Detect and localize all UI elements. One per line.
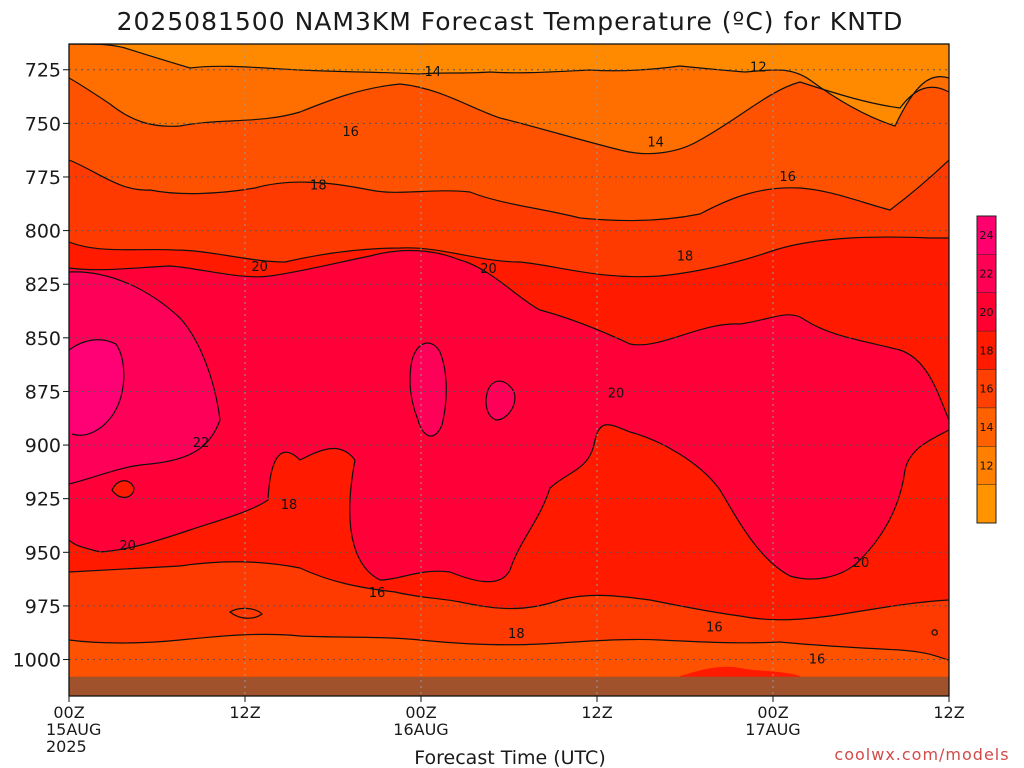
colorbar-label: 16 bbox=[980, 383, 994, 396]
contour-label: 20 bbox=[853, 556, 870, 571]
contour-label: 14 bbox=[424, 65, 441, 80]
band-20-22-blob bbox=[112, 480, 134, 498]
y-axis: 725 750 775 800 825 850 875 900 925 950 975 1000 bbox=[13, 60, 69, 672]
contour-label: 14 bbox=[647, 136, 664, 151]
plot-frame bbox=[68, 43, 950, 697]
band-22-24-mid bbox=[410, 342, 447, 437]
contour-label: 16 bbox=[369, 586, 386, 601]
colorbar-label: 18 bbox=[980, 344, 994, 357]
contour-22-left bbox=[69, 271, 221, 485]
x-tick-label: 16AUG bbox=[393, 720, 448, 739]
y-tick-label: 800 bbox=[25, 221, 61, 243]
colorbar-segment bbox=[977, 484, 996, 523]
contour-18 bbox=[69, 236, 949, 278]
y-tick-label: 750 bbox=[25, 113, 61, 135]
contour-24-left bbox=[69, 339, 125, 436]
contour-label: 20 bbox=[608, 387, 625, 402]
colorbar-label: 22 bbox=[980, 268, 994, 281]
contour-labels: 14 12 16 14 18 16 18 20 20 20 22 18 20 16 18 20 16 16 bbox=[119, 61, 869, 668]
contour-label: 18 bbox=[281, 498, 298, 513]
y-tick-label: 925 bbox=[25, 489, 61, 511]
chart-title: 2025081500 NAM3KM Forecast Temperature (… bbox=[117, 7, 904, 36]
contour-20-lower bbox=[69, 424, 949, 583]
surface-terrain bbox=[69, 676, 949, 696]
contour-label: 20 bbox=[251, 260, 268, 275]
contour-label: 16 bbox=[342, 125, 359, 140]
y-tick-label: 975 bbox=[25, 596, 61, 618]
y-tick-label: 725 bbox=[25, 60, 61, 82]
y-tick-label: 825 bbox=[25, 274, 61, 296]
contour-label: 20 bbox=[119, 539, 136, 554]
contour-16-lower bbox=[69, 633, 949, 661]
x-tick-label: 2025 bbox=[46, 737, 87, 756]
band-22-24-left bbox=[69, 271, 220, 484]
y-tick-label: 900 bbox=[25, 435, 61, 457]
contour-label: 18 bbox=[310, 179, 327, 194]
colorbar-segment bbox=[977, 331, 996, 370]
y-tick-label: 850 bbox=[25, 328, 61, 350]
colorbar-label: 20 bbox=[980, 306, 994, 319]
y-tick-label: 775 bbox=[25, 167, 61, 189]
contour-label: 16 bbox=[779, 170, 796, 185]
contour-20-upper bbox=[69, 249, 949, 421]
colorbar-label: 24 bbox=[980, 229, 994, 242]
contour-label: 16 bbox=[809, 653, 826, 668]
x-axis-label: Forecast Time (UTC) bbox=[414, 747, 605, 768]
colorbar-label: 14 bbox=[980, 421, 994, 434]
y-tick-label: 950 bbox=[25, 542, 61, 564]
x-tick-label: 00Z bbox=[757, 703, 788, 722]
credit-link[interactable]: coolwx.com/models bbox=[834, 745, 1009, 764]
contour-22-blob bbox=[111, 480, 135, 498]
band-22-24-small bbox=[486, 381, 515, 420]
colorbar-segment bbox=[977, 446, 996, 485]
colorbar-segment bbox=[977, 216, 996, 255]
contour-small-dot bbox=[931, 629, 938, 636]
x-tick-label: 00Z bbox=[53, 703, 84, 722]
colorbar-segment bbox=[977, 254, 996, 293]
x-tick-label: 12Z bbox=[933, 703, 964, 722]
contour-label: 16 bbox=[706, 620, 723, 635]
contour-14 bbox=[69, 77, 949, 155]
contour-22-mid bbox=[409, 342, 447, 437]
colorbar-label: 12 bbox=[980, 459, 994, 472]
contour-22-small bbox=[485, 380, 516, 421]
colorbar-segment bbox=[977, 407, 996, 447]
band-12-14 bbox=[69, 44, 949, 154]
contour-18-small bbox=[228, 607, 263, 619]
x-tick-label: 00Z bbox=[405, 703, 436, 722]
y-tick-label: 1000 bbox=[13, 650, 61, 672]
y-tick-label: 875 bbox=[25, 381, 61, 403]
x-tick-label: 12Z bbox=[229, 703, 260, 722]
x-tick-label: 12Z bbox=[581, 703, 612, 722]
contour-label: 22 bbox=[193, 436, 210, 451]
contour-lines bbox=[69, 44, 949, 661]
contour-label: 12 bbox=[750, 61, 767, 76]
contour-label: 20 bbox=[480, 262, 497, 277]
contour-field bbox=[69, 44, 949, 696]
contour-16 bbox=[69, 159, 949, 222]
contour-18-lower bbox=[69, 561, 949, 621]
band-lt-12 bbox=[69, 44, 949, 126]
colorbar-segment bbox=[977, 292, 996, 332]
x-tick-label: 17AUG bbox=[745, 720, 800, 739]
contour-label: 18 bbox=[508, 627, 525, 642]
colorbar-segment bbox=[977, 369, 996, 408]
x-tick-label: 15AUG bbox=[46, 720, 101, 739]
colorbar: 24 22 20 18 16 14 12 bbox=[976, 215, 997, 524]
band-gt-24 bbox=[69, 339, 124, 436]
contour-label: 18 bbox=[677, 249, 694, 264]
